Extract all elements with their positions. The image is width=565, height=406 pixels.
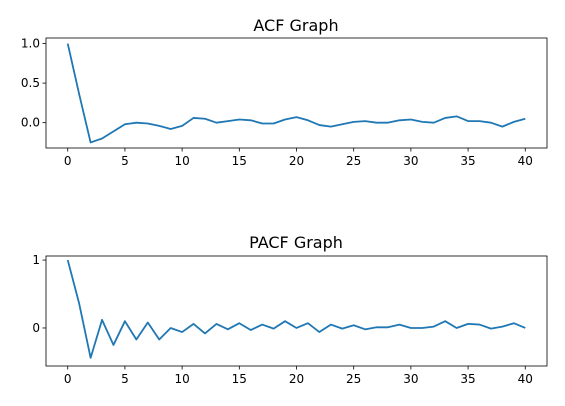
acf-x-tick-label: 30 — [403, 154, 418, 168]
pacf-axes-frame — [45, 255, 548, 367]
acf-x-tick-label: 15 — [232, 154, 247, 168]
pacf-x-tick-label: 40 — [518, 372, 533, 386]
acf-series-layer — [66, 43, 526, 144]
pacf-x-ticks: 0 5 10 15 20 25 30 35 40 — [64, 366, 533, 386]
pacf-x-tick-label: 30 — [403, 372, 418, 386]
pacf-y-tick-label: 1 — [32, 253, 40, 267]
acf-axes-frame — [45, 37, 548, 149]
acf-y-ticks: 1.0 0.5 0.0 — [21, 37, 46, 130]
acf-series-line — [66, 43, 526, 144]
pacf-x-tick-label: 15 — [232, 372, 247, 386]
acf-x-tick-label: 5 — [121, 154, 129, 168]
pacf-subplot: PACF Graph 0 5 10 15 20 25 30 35 40 10 — [32, 233, 548, 386]
acf-x-tick-label: 20 — [289, 154, 304, 168]
acf-x-tick-label: 25 — [346, 154, 361, 168]
acf-x-tick-label: 10 — [174, 154, 189, 168]
pacf-y-ticks: 10 — [32, 253, 46, 335]
pacf-y-tick-label: 0 — [32, 321, 40, 335]
acf-y-tick-label: 1.0 — [21, 37, 40, 51]
pacf-x-tick-label: 25 — [346, 372, 361, 386]
acf-x-tick-label: 40 — [518, 154, 533, 168]
acf-x-tick-label: 35 — [460, 154, 475, 168]
pacf-x-tick-label: 0 — [64, 372, 72, 386]
acf-subplot: ACF Graph 0 5 10 15 20 25 30 35 40 1.0 0.5 0.0 — [21, 16, 548, 168]
acf-x-ticks: 0 5 10 15 20 25 30 35 40 — [64, 148, 533, 168]
pacf-series-line — [66, 259, 526, 359]
pacf-title: PACF Graph — [249, 233, 343, 252]
pacf-x-tick-label: 5 — [121, 372, 129, 386]
pacf-x-tick-label: 10 — [174, 372, 189, 386]
pacf-x-tick-label: 35 — [460, 372, 475, 386]
acf-y-tick-label: 0.0 — [21, 116, 40, 130]
pacf-series-layer — [66, 259, 526, 359]
acf-y-tick-label: 0.5 — [21, 76, 40, 90]
pacf-x-tick-label: 20 — [289, 372, 304, 386]
acf-x-tick-label: 0 — [64, 154, 72, 168]
acf-title: ACF Graph — [253, 16, 338, 35]
